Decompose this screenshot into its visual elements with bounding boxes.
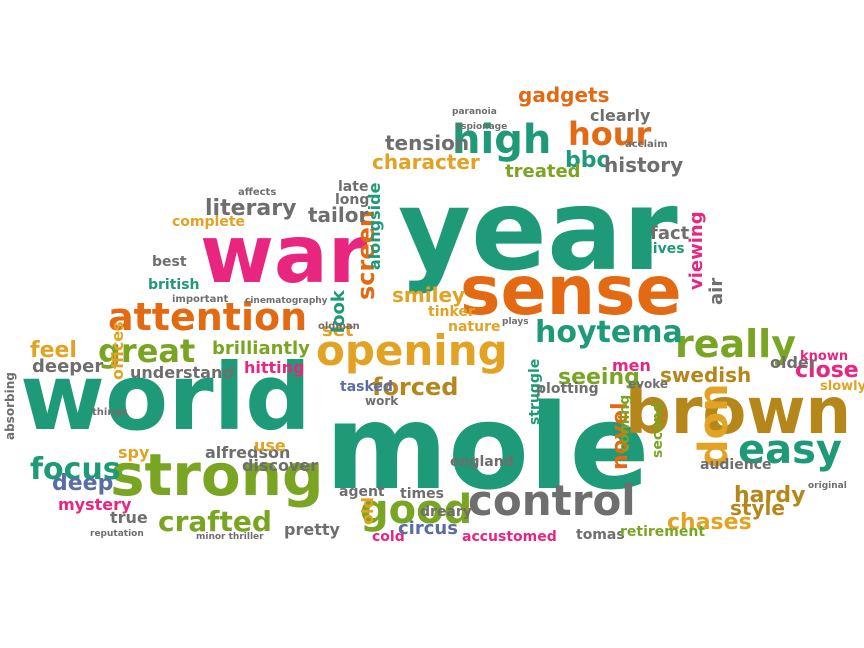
cloud-word-don: don	[691, 383, 737, 468]
cloud-word-nature: nature	[448, 319, 501, 335]
cloud-word-history: history	[604, 153, 684, 177]
cloud-word-tomas: tomas	[576, 527, 625, 543]
cloud-word-oldman: oldman	[318, 321, 360, 332]
cloud-word-opening: opening	[316, 326, 508, 375]
cloud-word-high: high	[452, 117, 552, 163]
cloud-word-complete: complete	[172, 214, 246, 230]
cloud-word-important: important	[172, 294, 229, 305]
cloud-word-agent: agent	[339, 484, 385, 500]
cloud-word-british: british	[148, 277, 200, 293]
cloud-word-true: true	[110, 508, 148, 527]
cloud-word-hardy: hardy	[734, 483, 806, 508]
cloud-word-air: air	[706, 277, 727, 305]
cloud-word-audience: audience	[700, 457, 772, 473]
cloud-word-mystery: mystery	[58, 495, 132, 514]
cloud-word-cinematography: cinematography	[245, 296, 328, 306]
cloud-word-best: best	[152, 254, 187, 270]
cloud-word-offices: offices	[108, 321, 127, 380]
cloud-word-tension: tension	[385, 131, 470, 155]
cloud-word-forced: forced	[372, 373, 459, 401]
cloud-word-older: older	[770, 353, 817, 372]
cloud-word-work: work	[365, 394, 399, 408]
cloud-word-things: things	[92, 407, 128, 418]
cloud-word-control: control	[468, 476, 636, 525]
cloud-word-pretty: pretty	[284, 520, 340, 539]
cloud-word-cold: cold	[372, 529, 405, 545]
cloud-word-evoke: evoke	[628, 377, 669, 391]
cloud-word-tasked: tasked	[340, 379, 393, 395]
cloud-word-strong: strong	[110, 441, 324, 509]
cloud-word-tailor: tailor	[308, 203, 369, 227]
cloud-word-late: late	[338, 179, 369, 195]
cloud-word-original: original	[808, 481, 847, 491]
cloud-word-seeing: seeing	[558, 365, 640, 390]
cloud-word-really: really	[675, 322, 796, 366]
cloud-word-england: england	[450, 454, 514, 470]
cloud-word-deep: deep	[52, 471, 114, 496]
cloud-word-long: long	[335, 192, 370, 208]
cloud-word-plays: plays	[502, 317, 529, 327]
cloud-word-easy: easy	[738, 427, 843, 473]
cloud-word-attention: attention	[108, 295, 308, 339]
cloud-word-feel: feel	[30, 338, 77, 363]
cloud-word-bbc: bbc	[565, 148, 610, 173]
cloud-word-discover: discover	[242, 456, 319, 475]
cloud-word-plotting: plotting	[536, 381, 599, 397]
cloud-word-espionage: espionage	[455, 122, 508, 132]
cloud-word-crafted: crafted	[158, 505, 272, 538]
cloud-word-coming: coming	[617, 394, 633, 452]
cloud-word-swedish: swedish	[660, 363, 752, 387]
cloud-word-minor-thriller: minor thriller	[196, 532, 264, 542]
cloud-word-absorbing: absorbing	[3, 372, 17, 440]
cloud-word-retirement: retirement	[620, 524, 706, 540]
cloud-word-year: year	[398, 166, 678, 296]
cloud-word-fact: fact	[650, 223, 690, 244]
cloud-word-war: war	[200, 208, 368, 301]
cloud-word-old: old	[358, 497, 377, 525]
cloud-word-alfredson: alfredson	[205, 443, 291, 462]
cloud-word-good: good	[360, 487, 473, 533]
cloud-word-slowly: slowly	[820, 379, 864, 394]
cloud-word-use: use	[254, 436, 286, 455]
cloud-word-deeper: deeper	[32, 356, 104, 377]
cloud-word-great: great	[98, 332, 196, 370]
cloud-word-sense: sense	[460, 252, 682, 331]
cloud-word-understand: understand	[130, 363, 234, 382]
cloud-word-hitting: hitting	[244, 358, 305, 377]
cloud-word-hour: hour	[568, 115, 652, 153]
cloud-word-world: world	[20, 344, 311, 451]
cloud-word-brilliantly: brilliantly	[212, 338, 310, 359]
cloud-word-viewing: viewing	[686, 211, 707, 290]
cloud-word-smiley: smiley	[392, 283, 466, 307]
cloud-word-brown: brown	[625, 375, 852, 449]
cloud-word-mole: mole	[325, 378, 650, 516]
cloud-word-dreary: dreary	[420, 504, 472, 520]
cloud-word-accustomed: accustomed	[462, 529, 557, 545]
cloud-word-men: men	[612, 356, 651, 375]
cloud-word-acclaim: acclaim	[625, 139, 668, 150]
cloud-word-style: style	[730, 496, 785, 520]
cloud-word-character: character	[372, 150, 480, 174]
cloud-word-lives: lives	[648, 241, 685, 257]
cloud-word-affects: affects	[238, 187, 277, 198]
cloud-word-gadgets: gadgets	[518, 83, 610, 107]
cloud-word-close: close	[795, 358, 859, 383]
cloud-word-times: times	[400, 486, 444, 502]
cloud-word-second: second	[650, 402, 666, 458]
cloud-word-set: set	[322, 320, 354, 341]
cloud-word-reputation: reputation	[90, 529, 144, 539]
cloud-word-treated: treated	[505, 161, 581, 182]
cloud-word-hoytema: hoytema	[535, 315, 683, 350]
cloud-word-known: known	[800, 349, 849, 364]
cloud-word-circus: circus	[398, 518, 458, 539]
cloud-word-focus: focus	[30, 452, 121, 487]
cloud-word-spy: spy	[118, 443, 150, 462]
cloud-word-literary: literary	[205, 196, 297, 221]
cloud-word-tinker: tinker	[428, 304, 475, 320]
cloud-word-chases: chases	[667, 510, 752, 535]
cloud-word-paranoia: paranoia	[452, 107, 497, 117]
cloud-word-clearly: clearly	[590, 106, 651, 125]
